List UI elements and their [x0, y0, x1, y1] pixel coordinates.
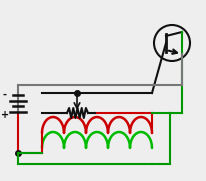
Text: +: +: [1, 110, 9, 120]
Text: -: -: [3, 90, 7, 100]
